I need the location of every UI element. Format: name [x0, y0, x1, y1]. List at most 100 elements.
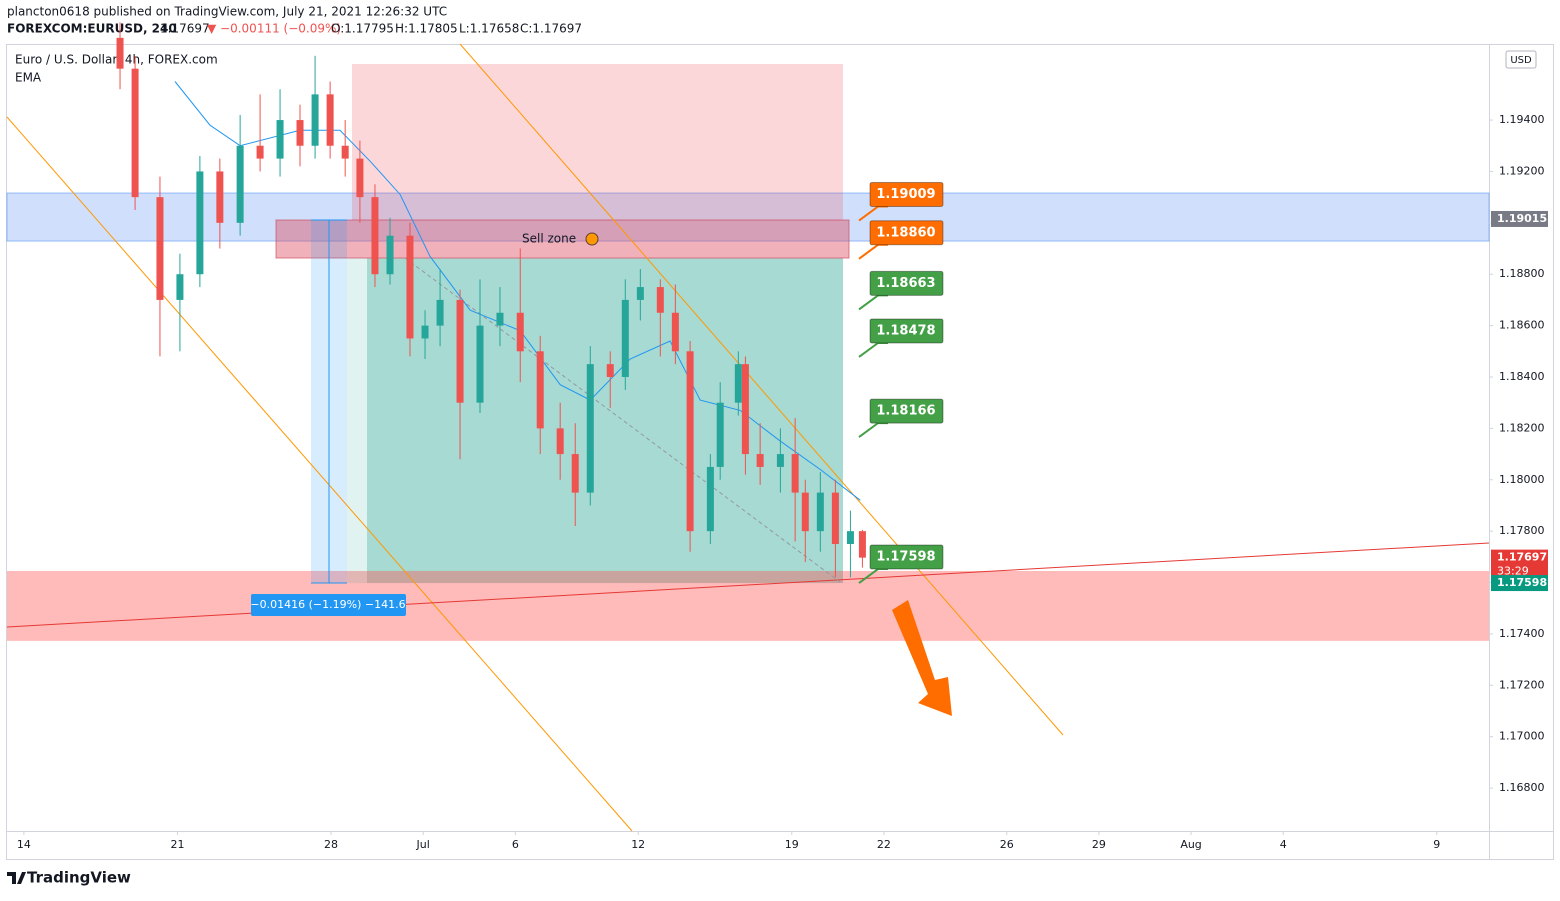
last-price: 1.17697	[160, 22, 210, 36]
x-tick-label: 28	[324, 838, 338, 851]
candle-body	[556, 428, 564, 455]
y-tick-label: 1.17800	[1499, 524, 1545, 537]
frame	[6, 44, 1554, 860]
x-tick-label: 4	[1280, 838, 1287, 851]
candle-body	[801, 492, 809, 532]
callout-box	[869, 318, 944, 344]
candle-body	[296, 120, 304, 146]
callout-label: 1.19009	[876, 187, 935, 202]
callout-label: 1.18478	[876, 323, 935, 338]
candle-body	[276, 120, 284, 159]
y-tick-label: 1.17200	[1499, 678, 1545, 691]
candle-body	[406, 235, 414, 339]
candle-body	[476, 325, 484, 403]
measure-label-bg	[251, 594, 406, 617]
x-tick-label: 12	[631, 838, 645, 851]
callout-box	[869, 182, 944, 208]
x-tick-label: 22	[877, 838, 891, 851]
callout-label: 1.17598	[876, 550, 935, 565]
candle-body	[636, 287, 644, 300]
currency-box	[1505, 50, 1537, 69]
measure-label: −0.01416 (−1.19%) −141.6	[250, 598, 405, 611]
candle-body	[436, 299, 444, 326]
close: C:1.17697	[520, 22, 582, 36]
price-tag	[1491, 210, 1548, 227]
price-tag-label: 1.17598	[1497, 576, 1547, 589]
sell-zone-label: Sell zone	[522, 232, 576, 246]
candle-body	[706, 466, 714, 532]
candle-body	[586, 364, 594, 493]
candle-body	[456, 299, 464, 403]
candle-body	[606, 364, 614, 377]
candle-body	[741, 364, 749, 455]
y-tick-label: 1.17400	[1499, 627, 1545, 640]
price-tag-label: 1.17697	[1497, 551, 1547, 564]
price-tag	[1491, 575, 1548, 592]
candle-body	[656, 287, 664, 313]
sell-zone-icon	[585, 232, 599, 246]
candle-body	[236, 145, 244, 223]
high: H:1.17805	[395, 22, 458, 36]
candle-body	[421, 325, 429, 339]
down-arrow	[892, 600, 952, 716]
x-tick-label: 29	[1092, 838, 1106, 851]
candle-body	[371, 197, 379, 275]
zone	[352, 64, 843, 221]
candle-body	[196, 171, 204, 275]
candle-body	[386, 235, 394, 275]
channel-line	[459, 43, 1064, 736]
candle-body	[516, 312, 524, 352]
y-tick-label: 1.18400	[1499, 370, 1545, 383]
candle-body	[671, 312, 679, 352]
callout-pointer	[858, 341, 888, 358]
candle-body	[791, 454, 799, 493]
candle-body	[341, 145, 349, 159]
callout-label: 1.18166	[876, 404, 935, 419]
candle-body	[311, 94, 319, 146]
candle-body	[776, 454, 784, 467]
y-tick-label: 1.18000	[1499, 473, 1545, 486]
price-tag-label: 1.19015	[1497, 212, 1547, 225]
candle-body	[686, 351, 694, 532]
zone	[6, 192, 1490, 242]
callout-pointer	[858, 294, 888, 311]
callout-pointer	[858, 422, 888, 438]
low: L:1.17658	[459, 22, 519, 36]
x-tick-label: 21	[170, 838, 184, 851]
callout-box	[869, 220, 944, 246]
callout-box	[869, 398, 944, 424]
candle-body	[831, 492, 839, 545]
x-tick-label: 26	[1000, 838, 1014, 851]
candle-body	[216, 171, 224, 223]
x-tick-label: 6	[512, 838, 519, 851]
candle-body	[496, 312, 504, 326]
zone	[7, 570, 1489, 641]
symbol: FOREXCOM:EURUSD, 240	[7, 22, 177, 36]
candle-body	[846, 531, 854, 545]
candle-body	[131, 68, 139, 198]
callout-box	[869, 544, 944, 570]
channel-line	[6, 116, 633, 832]
zone-gap	[347, 258, 367, 584]
callout-pointer	[858, 243, 888, 260]
brand-logo	[7, 872, 26, 884]
open: O:1.17795	[331, 22, 394, 36]
callout-box	[869, 270, 944, 296]
candle-body	[816, 492, 824, 532]
x-tick-label: Jul	[416, 838, 430, 851]
legend-name: Euro / U.S. Dollar, 4h, FOREX.com	[15, 53, 218, 67]
x-tick-label: 14	[17, 838, 31, 851]
y-tick-label: 1.19400	[1499, 113, 1545, 126]
candle-body	[716, 402, 724, 467]
price-tag	[1491, 549, 1548, 580]
callout-label: 1.18663	[876, 276, 935, 291]
candle-body	[734, 364, 742, 403]
x-tick-label: Aug	[1180, 838, 1201, 851]
y-tick-label: 1.19200	[1499, 164, 1545, 177]
price-tag-countdown: 33:29	[1497, 565, 1529, 578]
candle-body	[176, 274, 184, 300]
legend-indicator: EMA	[15, 71, 42, 85]
candle-body	[156, 197, 164, 300]
candle-body	[536, 351, 544, 429]
